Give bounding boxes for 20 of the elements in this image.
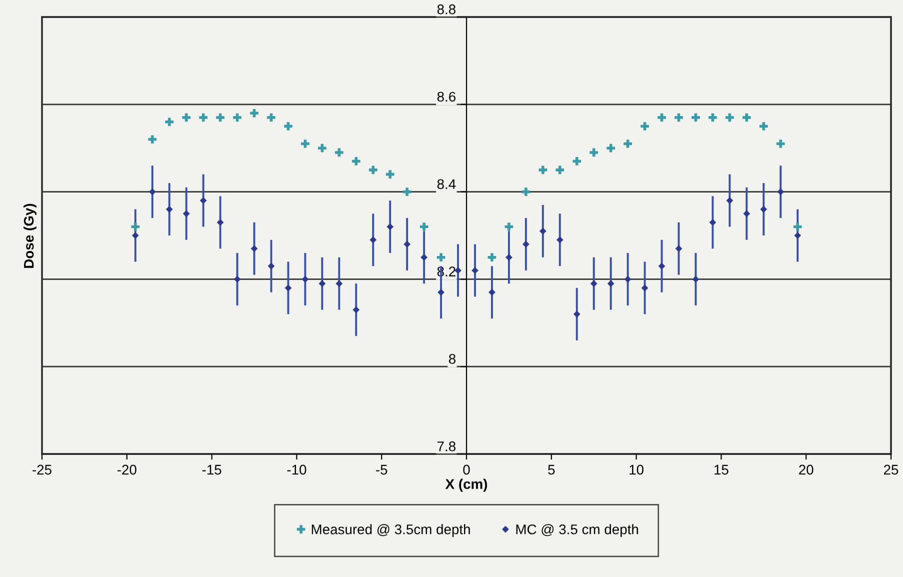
x-tick-label: 0 [463,464,470,475]
y-axis-title: Dose (Gy) [24,204,36,268]
x-tick-label: 15 [714,464,728,475]
x-tick-label: 10 [630,464,644,475]
y-tick-label: 8.8 [437,4,456,14]
legend-label: Measured @ 3.5cm depth [312,524,470,538]
x-tick-label: -20 [117,464,136,475]
x-tick-label: 25 [884,464,898,475]
y-tick-label: 7.8 [437,441,456,452]
x-tick-label: 5 [548,464,555,475]
x-tick-label: 20 [799,464,814,475]
legend-label: MC @ 3.5 cm depth [516,524,638,538]
x-tick-label: -5 [376,464,388,475]
y-tick-label: 8 [448,354,456,364]
x-tick-label: -15 [202,464,222,475]
y-tick-label: 8.6 [437,92,456,102]
x-tick-label: -10 [287,464,306,475]
x-axis-title: X (cm) [445,478,488,492]
y-tick-label: 8.4 [437,179,456,190]
x-tick-label: -25 [32,464,52,475]
